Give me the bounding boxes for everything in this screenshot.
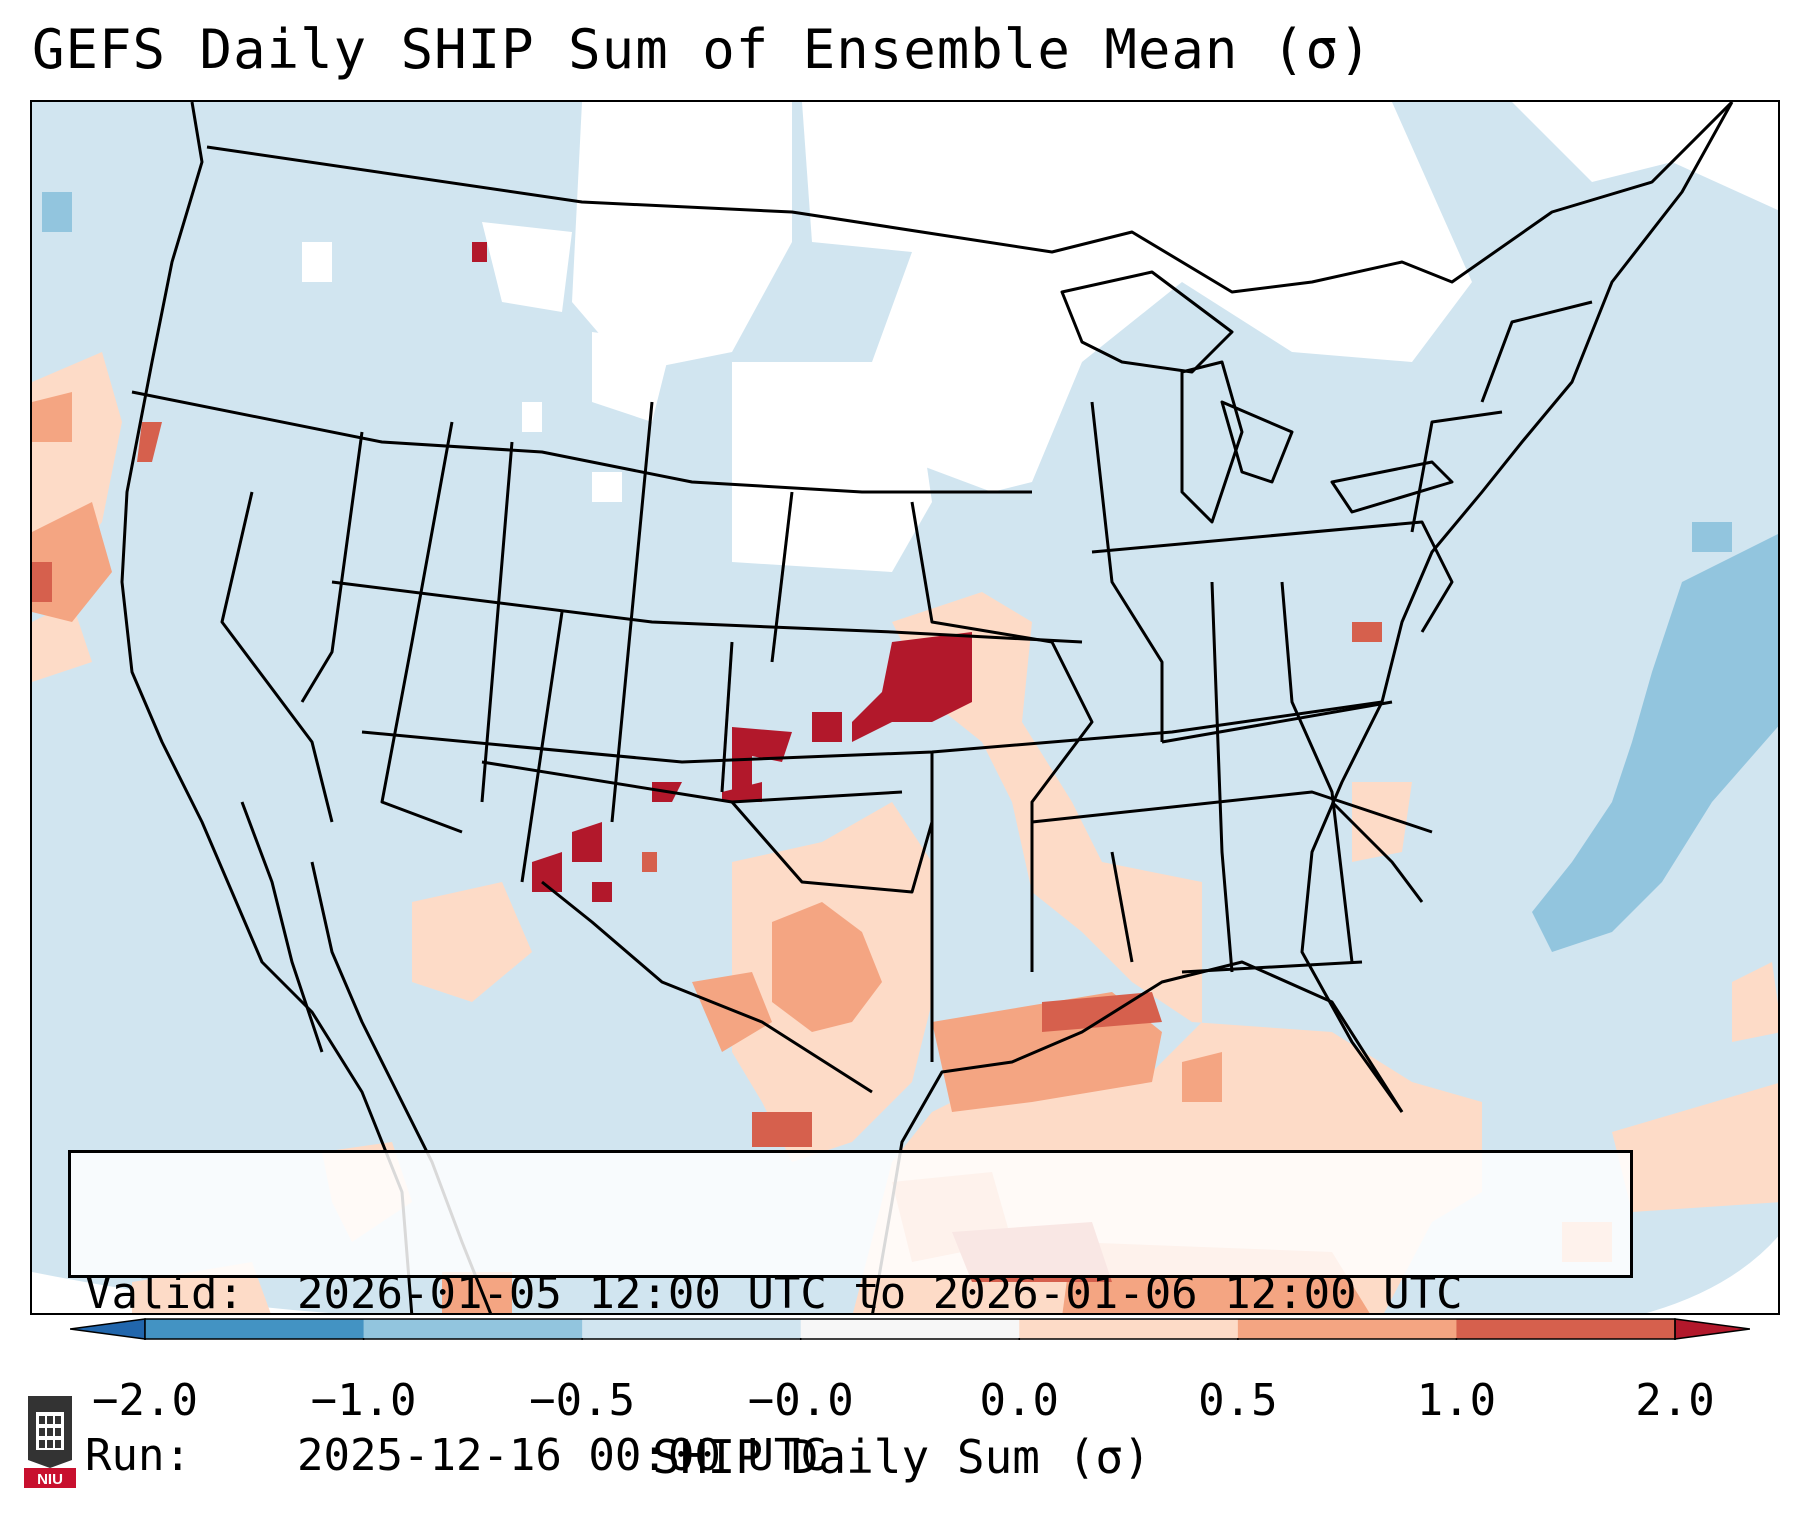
university-seal-icon: NIU	[24, 1396, 76, 1488]
projection-edge-left	[32, 1272, 330, 1313]
colorbar-tick-label: 1.0	[1416, 1375, 1497, 1426]
colorbar-bin	[1456, 1319, 1676, 1339]
colorbar-tick-label: −1.0	[310, 1375, 417, 1426]
logo-text: NIU	[37, 1471, 63, 1488]
coastlines-and-borders	[120, 102, 1734, 1313]
colorbar	[69, 1318, 1751, 1344]
colorbar-outline	[144, 1318, 1676, 1340]
colorbar-ticks: −2.0 −1.0 −0.5 −0.0 0.0 0.5 1.0 2.0	[0, 1375, 1803, 1426]
colorbar-bin	[1237, 1319, 1457, 1339]
colorbar-tick-label: −0.5	[529, 1375, 636, 1426]
colorbar-tick-label: 0.0	[979, 1375, 1060, 1426]
colorbar-bin	[145, 1319, 365, 1339]
projection-edge-right	[1646, 1236, 1778, 1313]
colorbar-bin	[800, 1319, 1020, 1339]
colorbar-bar	[69, 1318, 1751, 1340]
map-title: GEFS Daily SHIP Sum of Ensemble Mean (σ)	[32, 18, 1373, 81]
valid-row: Valid: 2026-01-05 12:00 UTC to 2026-01-06…	[85, 1267, 1616, 1321]
map-canvas	[32, 102, 1778, 1313]
extreme-positive-regions	[472, 242, 972, 902]
validity-info-box: Valid: 2026-01-05 12:00 UTC to 2026-01-06…	[68, 1150, 1633, 1481]
run-key: Run:	[85, 1430, 191, 1481]
run-value: 2025-12-16 00:00 UTC	[297, 1430, 827, 1481]
valid-key: Valid:	[85, 1268, 244, 1319]
colorbar-label: SHIP Daily Sum (σ)	[652, 1430, 1151, 1484]
colorbar-bin	[363, 1319, 583, 1339]
colorbar-under-arrow	[69, 1318, 146, 1340]
colorbar-tick-label: 0.5	[1198, 1375, 1278, 1426]
colorbar-tick-label: −2.0	[92, 1375, 198, 1426]
colorbar-bin	[582, 1319, 802, 1339]
near-zero-regions	[302, 102, 1778, 572]
colorbar-tick-label: −0.0	[747, 1375, 854, 1426]
valid-value: 2026-01-05 12:00 UTC to 2026-01-06 12:00…	[297, 1268, 1463, 1319]
colorbar-tick-label: 2.0	[1635, 1375, 1715, 1426]
map-panel	[30, 100, 1780, 1315]
colorbar-bin	[1019, 1319, 1239, 1339]
run-row: Run: 2025-12-16 00:00 UTC	[85, 1429, 1616, 1483]
niu-logo: NIU	[20, 1390, 80, 1494]
colorbar-over-arrow	[1674, 1318, 1751, 1340]
